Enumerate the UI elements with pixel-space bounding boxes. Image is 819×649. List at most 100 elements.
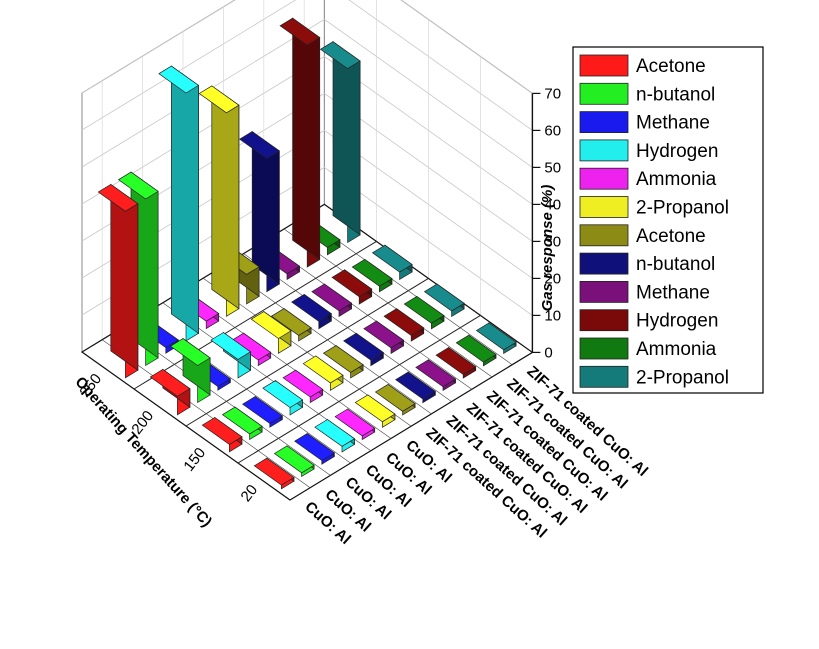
z-gridline — [81, 55, 533, 205]
bar — [455, 334, 497, 367]
bar — [314, 418, 356, 453]
bar — [371, 244, 413, 281]
bar-top-face — [331, 269, 373, 298]
z-tick-label: 0 — [544, 344, 552, 361]
bar — [354, 394, 396, 428]
legend-label: 2-Propanol — [636, 367, 729, 388]
bar-top-face — [319, 41, 361, 70]
z-gridline — [81, 129, 533, 279]
bar-top-face — [273, 445, 315, 474]
bar-top-face — [395, 371, 436, 400]
bar — [319, 41, 361, 244]
legend-swatch — [579, 309, 629, 332]
legend-swatch — [579, 337, 629, 360]
bar-top-face — [322, 345, 364, 373]
bar-top-face — [314, 419, 356, 447]
bar — [383, 308, 425, 342]
legend-label: Hydrogen — [636, 141, 718, 162]
legend-label: 2-Propanol — [636, 198, 729, 219]
legend-label: Methane — [636, 113, 710, 134]
z-gridline — [81, 92, 533, 242]
bar — [395, 371, 436, 404]
legend-label: Hydrogen — [636, 311, 718, 332]
bar — [334, 408, 376, 441]
bar — [198, 85, 240, 317]
bar — [374, 383, 416, 416]
bar-top-face — [117, 171, 159, 200]
bar-top-face — [334, 408, 376, 437]
bar — [291, 293, 332, 330]
z-tick-label: 70 — [544, 85, 561, 102]
chart-bars — [97, 17, 517, 490]
bar-top-face — [282, 369, 324, 398]
z-tick-label: 30 — [544, 233, 561, 250]
legend-label: Ammonia — [636, 339, 717, 360]
bar-top-face — [250, 311, 292, 339]
bar-side-face — [211, 85, 240, 310]
legend-label: Acetone — [636, 226, 706, 247]
bar — [311, 283, 353, 318]
bar — [242, 395, 283, 428]
legend-label: Ammonia — [636, 169, 717, 190]
bar-top-face — [279, 17, 321, 46]
bar-top-face — [374, 383, 416, 412]
bar — [343, 332, 384, 367]
bar-side-face — [110, 183, 139, 371]
bar — [302, 355, 344, 391]
bar — [294, 432, 335, 465]
bar — [423, 283, 465, 318]
bar — [149, 368, 191, 416]
z-tick-label: 40 — [544, 196, 561, 213]
bar-top-face — [239, 131, 280, 159]
z-tick-label: 60 — [544, 122, 561, 139]
temperature-tick-label: 150 — [180, 444, 209, 474]
bar — [351, 258, 393, 293]
legend-swatch — [579, 139, 629, 162]
bar-side-face — [171, 65, 199, 334]
bar-top-face — [371, 244, 413, 273]
legend-swatch — [579, 111, 629, 133]
bar-top-face — [294, 433, 335, 461]
bar-top-face — [291, 293, 332, 322]
legend-swatch — [579, 196, 629, 218]
bar — [322, 344, 364, 379]
bar-top-face — [351, 258, 393, 287]
bar-top-face — [158, 65, 200, 94]
bar — [158, 65, 200, 342]
legend: Acetone n-butanol Methane Hydrogen Ammonia 2-… — [572, 46, 764, 394]
legend-label: n-butanol — [636, 84, 715, 105]
bar — [169, 337, 211, 404]
legend-swatch — [579, 280, 629, 303]
z-tick-label: 10 — [544, 307, 561, 324]
z-tick-label: 20 — [544, 270, 561, 287]
z-gridline — [81, 0, 533, 131]
bar-top-face — [201, 417, 243, 445]
legend-swatch — [579, 82, 629, 105]
bar — [239, 130, 280, 293]
bar — [331, 269, 373, 305]
bar-top-face — [435, 347, 477, 375]
bar — [270, 307, 312, 342]
bar-top-face — [221, 406, 263, 435]
bar-top-face — [210, 332, 252, 360]
bar — [475, 322, 517, 355]
z-gridline — [81, 0, 533, 94]
bar-top-face — [97, 183, 139, 212]
bar-top-face — [363, 320, 405, 349]
bar — [403, 295, 445, 330]
bar — [279, 17, 321, 268]
bar-top-face — [415, 359, 457, 388]
bar-top-face — [354, 394, 396, 423]
legend-label: n-butanol — [636, 254, 715, 275]
bar — [415, 359, 457, 392]
bar — [210, 331, 252, 379]
bar — [273, 445, 315, 478]
bar-top-face — [343, 332, 384, 361]
legend-swatch — [579, 167, 629, 190]
legend-label: Methane — [636, 282, 710, 303]
z-gridline — [81, 166, 533, 316]
bar-top-face — [253, 457, 295, 486]
bar — [262, 379, 304, 416]
bar-top-face — [403, 295, 445, 324]
bar-top-face — [455, 334, 497, 363]
